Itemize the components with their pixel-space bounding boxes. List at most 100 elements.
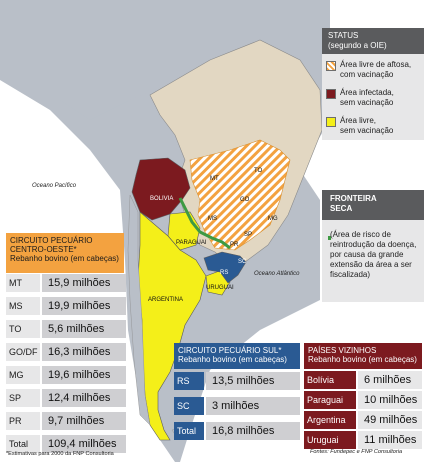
- sul-row: SC 3 milhões: [174, 397, 300, 415]
- label-rs: RS: [220, 270, 229, 276]
- vizinhos-row-label: Paraguai: [304, 391, 356, 409]
- label-sp: SP: [244, 232, 253, 238]
- centro-oeste-row-label: MG: [6, 366, 40, 384]
- sul-title: CIRCUITO PECUÁRIO SUL*: [178, 346, 282, 355]
- yellow-swatch: [326, 117, 336, 127]
- centro-oeste-row-label: TO: [6, 320, 40, 338]
- vizinhos-header: PAÍSES VIZINHOS Rebanho bovino (em cabeç…: [304, 343, 422, 369]
- vizinhos-row-value: 6 milhões: [358, 371, 422, 389]
- legend-hatched-line1: Área livre de aftosa,: [340, 60, 412, 69]
- centro-oeste-row: MG 19,6 milhões: [6, 366, 126, 384]
- vizinhos-row-value: 11 milhões: [358, 431, 422, 449]
- centro-oeste-row-label: SP: [6, 389, 40, 407]
- centro-oeste-row-label: MS: [6, 297, 40, 315]
- fronteira-legend: (Área de risco de reintrodução da doença…: [322, 220, 424, 302]
- label-pr: PR: [230, 242, 239, 248]
- label-ms: MS: [208, 216, 217, 222]
- label-uruguai: URUGUAI: [206, 285, 234, 291]
- label-sc: SC: [238, 259, 247, 265]
- sul-row-label: SC: [174, 397, 204, 415]
- vizinhos-row: Paraguai 10 milhões: [304, 391, 422, 409]
- sul-row: Total 16,8 milhões: [174, 422, 300, 440]
- centro-oeste-row-value: 19,6 milhões: [42, 366, 126, 384]
- sul-row-label: Total: [174, 422, 204, 440]
- centro-oeste-row: GO/DF 16,3 milhões: [6, 343, 126, 361]
- sul-row-value: 16,8 milhões: [206, 422, 300, 440]
- status-subtitle: (segundo a OIE): [328, 41, 387, 50]
- centro-oeste-row-value: 19,9 milhões: [42, 297, 126, 315]
- legend-red-line1: Área infectada,: [340, 88, 394, 97]
- centro-oeste-row-value: 9,7 milhões: [42, 412, 126, 430]
- centro-oeste-row: SP 12,4 milhões: [6, 389, 126, 407]
- vizinhos-row: Bolívia 6 milhões: [304, 371, 422, 389]
- label-argentina: ARGENTINA: [148, 297, 184, 303]
- legend-text-red: Área infectada, sem vacinação: [340, 88, 424, 108]
- vizinhos-title: PAÍSES VIZINHOS: [308, 346, 377, 355]
- label-go: GO: [240, 197, 250, 203]
- northern-countries: [30, 0, 330, 120]
- label-ocean-pacific: Oceano Pacífico: [32, 183, 77, 189]
- red-swatch: [326, 89, 336, 99]
- centro-oeste-row: TO 5,6 milhões: [6, 320, 126, 338]
- centro-oeste-row-label: Total: [6, 435, 40, 453]
- centro-oeste-row-label: PR: [6, 412, 40, 430]
- label-bolivia: BOLIVIA: [150, 196, 174, 202]
- label-mt: MT: [210, 176, 219, 182]
- sul-row-value: 13,5 milhões: [206, 372, 300, 390]
- fronteira-title: FRONTEIRA SECA: [322, 190, 424, 220]
- legend-text-yellow: Área livre, sem vacinação: [340, 116, 424, 136]
- legend-text-hatched: Área livre de aftosa, com vacinação: [340, 60, 424, 80]
- vizinhos-row-label: Uruguai: [304, 431, 356, 449]
- centro-oeste-row: MS 19,9 milhões: [6, 297, 126, 315]
- centro-oeste-row-value: 15,9 milhões: [42, 274, 126, 292]
- status-legend: Área livre de aftosa, com vacinação Área…: [322, 54, 424, 140]
- hatched-swatch: [326, 61, 336, 71]
- label-mg: MG: [268, 216, 278, 222]
- fronteira-title-2: SECA: [330, 204, 353, 213]
- centro-oeste-row: MT 15,9 milhões: [6, 274, 126, 292]
- vizinhos-row-label: Bolívia: [304, 371, 356, 389]
- centro-oeste-row-label: GO/DF: [6, 343, 40, 361]
- fronteira-text: (Área de risco de reintrodução da doença…: [330, 230, 417, 279]
- status-title: STATUS: [328, 31, 359, 40]
- vizinhos-subtitle: Rebanho bovino (em cabeças): [308, 355, 417, 364]
- vizinhos-row-label: Argentina: [304, 411, 356, 429]
- centro-oeste-row: PR 9,7 milhões: [6, 412, 126, 430]
- footnote-left: *Estimativas para 2000 da FNP Consultori…: [6, 451, 114, 457]
- fronteira-title-1: FRONTEIRA: [330, 194, 377, 203]
- centro-oeste-subtitle: Rebanho bovino (em cabeças): [10, 254, 119, 263]
- centro-oeste-header: CIRCUITO PECUÁRIO CENTRO-OESTE* Rebanho …: [6, 233, 124, 273]
- label-to: TO: [254, 168, 263, 174]
- footnote-right: Fontes: Fundepec e FNP Consultoria: [310, 449, 403, 455]
- sul-header: CIRCUITO PECUÁRIO SUL* Rebanho bovino (e…: [174, 343, 300, 369]
- centro-oeste-row-value: 16,3 milhões: [42, 343, 126, 361]
- centro-oeste-title-1: CIRCUITO PECUÁRIO: [10, 236, 93, 245]
- legend-red-line2: sem vacinação: [340, 98, 394, 107]
- vizinhos-row: Argentina 49 milhões: [304, 411, 422, 429]
- vizinhos-row: Uruguai 11 milhões: [304, 431, 422, 449]
- vizinhos-row-value: 49 milhões: [358, 411, 422, 429]
- sul-subtitle: Rebanho bovino (em cabeças): [178, 355, 287, 364]
- legend-hatched-line2: com vacinação: [340, 70, 394, 79]
- legend-yellow-line1: Área livre,: [340, 116, 377, 125]
- sul-row-value: 3 milhões: [206, 397, 300, 415]
- green-line-swatch: [328, 236, 331, 240]
- hatched-livre-vacinacao-area: [189, 139, 291, 251]
- centro-oeste-row: Total 109,4 milhões: [6, 435, 126, 453]
- centro-oeste-row-value: 12,4 milhões: [42, 389, 126, 407]
- vizinhos-row-value: 10 milhões: [358, 391, 422, 409]
- rs-sc-region: [203, 251, 247, 284]
- sul-row: RS 13,5 milhões: [174, 372, 300, 390]
- label-paraguai: PARAGUAI: [176, 240, 207, 246]
- label-ocean-atlantic: Oceano Atlântico: [254, 271, 300, 277]
- centro-oeste-title-2: CENTRO-OESTE*: [10, 245, 77, 254]
- centro-oeste-row-value: 109,4 milhões: [42, 435, 126, 453]
- status-legend-title: STATUS (segundo a OIE): [322, 28, 424, 54]
- fronteira-seca-line: [178, 197, 231, 250]
- centro-oeste-row-value: 5,6 milhões: [42, 320, 126, 338]
- sul-row-label: RS: [174, 372, 204, 390]
- chile: [127, 194, 151, 426]
- centro-oeste-row-label: MT: [6, 274, 40, 292]
- legend-yellow-line2: sem vacinação: [340, 126, 394, 135]
